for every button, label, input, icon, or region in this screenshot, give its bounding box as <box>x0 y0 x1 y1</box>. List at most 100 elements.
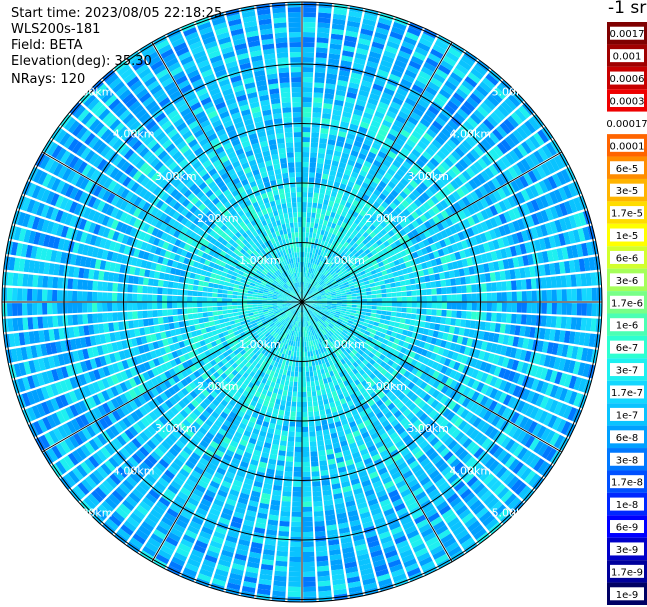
ppi-cell <box>317 152 325 159</box>
ppi-cell <box>302 132 311 138</box>
ppi-cell <box>455 63 469 75</box>
ppi-cell <box>309 232 313 238</box>
ppi-cell <box>387 222 395 230</box>
ppi-cell <box>376 302 382 306</box>
ppi-cell <box>281 500 291 507</box>
ppi-cell <box>355 99 367 107</box>
ppi-cell <box>471 302 477 311</box>
ppi-cell <box>302 406 308 412</box>
ppi-cell <box>327 63 339 70</box>
ppi-cell <box>418 204 428 214</box>
ppi-cell <box>357 202 365 210</box>
ppi-cell <box>317 278 322 284</box>
ppi-cell <box>312 248 317 254</box>
ppi-cell <box>327 232 333 238</box>
ppi-cell <box>429 124 440 135</box>
ppi-cell <box>355 178 363 186</box>
ppi-cell <box>350 72 362 80</box>
ppi-cell <box>320 123 330 130</box>
ppi-cell <box>476 283 482 293</box>
ppi-cell <box>302 292 305 298</box>
ppi-cell <box>396 297 402 302</box>
ppi-cell <box>419 276 426 283</box>
ppi-cell <box>342 147 351 155</box>
ppi-cell <box>317 17 331 24</box>
ppi-cell <box>359 186 367 194</box>
ppi-cell <box>369 255 376 262</box>
ppi-cell <box>421 192 430 201</box>
ppi-cell <box>377 168 386 176</box>
ppi-cell <box>316 565 330 572</box>
ppi-cell <box>341 178 349 186</box>
ppi-cell <box>425 282 432 289</box>
ppi-cell <box>290 411 296 417</box>
ppi-cell <box>305 267 308 273</box>
ppi-cell <box>471 284 477 293</box>
ppi-cell <box>308 237 312 243</box>
ppi-cell <box>320 384 325 390</box>
ppi-cell <box>306 277 309 283</box>
ppi-cell <box>376 22 391 31</box>
ppi-cell <box>376 106 387 115</box>
ppi-cell <box>429 274 436 282</box>
ppi-cell <box>302 506 313 512</box>
ppi-cell <box>361 292 367 296</box>
ppi-cell <box>309 431 316 437</box>
ppi-cell <box>295 431 302 437</box>
ppi-cell <box>344 35 358 43</box>
ppi-cell <box>303 326 306 332</box>
ppi-cell <box>331 114 341 121</box>
ppi-cell <box>381 289 387 294</box>
ppi-cell <box>357 43 370 51</box>
ppi-cell <box>515 279 522 290</box>
ppi-cell <box>389 31 404 41</box>
ppi-cell <box>404 69 417 79</box>
ppi-cell <box>292 391 297 397</box>
ppi-cell <box>303 331 306 337</box>
ppi-cell <box>291 511 302 517</box>
ppi-cell <box>289 561 301 567</box>
ppi-cell <box>469 164 480 175</box>
ppi-cell <box>561 289 567 301</box>
ppi-cell <box>576 288 582 301</box>
ppi-cell <box>310 147 318 153</box>
ppi-cell <box>323 378 328 385</box>
ppi-cell <box>361 165 370 173</box>
ppi-cell <box>456 294 462 302</box>
ppi-cell <box>375 285 381 290</box>
ppi-cell <box>388 36 402 45</box>
ppi-cell <box>327 139 336 146</box>
ppi-cell <box>312 117 321 123</box>
ppi-cell <box>586 303 592 317</box>
ppi-cell <box>302 496 312 502</box>
ppi-cell <box>275 560 288 567</box>
ppi-cell <box>316 390 322 396</box>
ppi-cell <box>355 225 362 232</box>
ppi-cell <box>306 288 309 294</box>
ppi-cell <box>475 125 488 138</box>
ppi-cell <box>385 155 395 164</box>
ppi-cell <box>302 247 305 253</box>
ppi-cell <box>367 197 376 205</box>
ppi-cell <box>316 435 324 442</box>
ppi-cell <box>362 75 374 83</box>
ppi-cell <box>295 421 302 427</box>
ppi-cell <box>311 137 319 143</box>
ppi-cell <box>520 314 527 325</box>
ppi-cell <box>307 207 312 213</box>
ppi-cell <box>317 223 323 230</box>
ppi-cell <box>313 92 324 99</box>
ppi-cell <box>428 218 436 227</box>
ppi-cell <box>465 167 476 178</box>
ppi-cell <box>324 93 335 100</box>
ppi-cell <box>331 207 338 214</box>
ppi-cell <box>345 164 354 172</box>
ppi-cell <box>374 317 381 323</box>
ppi-cell <box>290 406 297 412</box>
ppi-cell <box>361 181 370 190</box>
ppi-cell <box>305 262 309 268</box>
ppi-cell <box>396 291 402 297</box>
ppi-cell <box>302 167 309 173</box>
ppi-cell <box>378 17 393 26</box>
ppi-cell <box>396 194 405 203</box>
